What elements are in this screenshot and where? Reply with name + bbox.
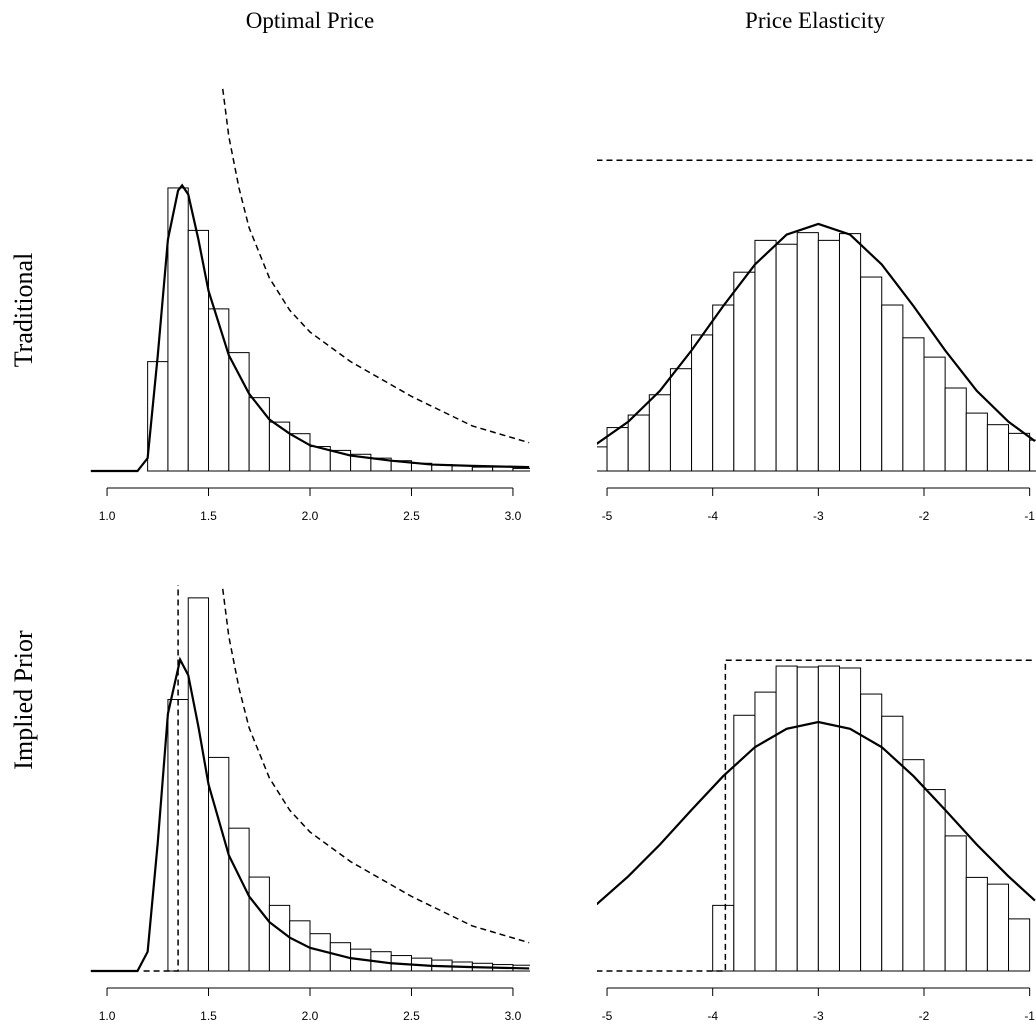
bar — [208, 756, 230, 972]
bar — [965, 412, 988, 472]
bar — [986, 883, 1010, 972]
x-tick-label: 2.0 — [302, 1009, 319, 1023]
x-tick-label: 1.0 — [99, 509, 116, 523]
bar — [838, 667, 862, 972]
bar — [208, 308, 230, 472]
bar — [648, 394, 671, 472]
density-curve — [90, 656, 530, 973]
bar — [881, 715, 904, 972]
bar — [1008, 918, 1031, 972]
bar — [1008, 432, 1031, 472]
bar — [228, 827, 250, 972]
x-tick-label: 2.0 — [302, 509, 319, 523]
x-tick-label: 1.5 — [200, 1009, 217, 1023]
panel — [597, 159, 1036, 472]
bar — [902, 759, 925, 972]
bar — [775, 665, 798, 972]
panel — [597, 659, 1036, 972]
x-tick-label: 1.0 — [99, 1009, 116, 1023]
density-curve — [597, 720, 1036, 906]
bar — [691, 334, 714, 472]
bar — [471, 466, 494, 472]
bar — [669, 368, 693, 472]
density-curve — [597, 222, 1036, 445]
x-tick-label: 2.5 — [403, 509, 420, 523]
bar — [796, 232, 819, 472]
bar — [944, 835, 967, 972]
density-curve — [90, 183, 530, 473]
column-title: Optimal Price — [246, 8, 374, 33]
row-label: Traditional — [9, 253, 38, 368]
x-tick-label: 3.0 — [505, 509, 522, 523]
bar — [817, 239, 840, 472]
bar — [902, 337, 925, 472]
x-tick-label: -2 — [919, 1009, 930, 1023]
bar — [268, 421, 291, 472]
bar — [228, 352, 250, 472]
x-tick-label: -2 — [919, 509, 930, 523]
bar — [923, 356, 946, 472]
bar — [512, 467, 530, 472]
bar — [268, 904, 291, 972]
panel — [90, 585, 530, 973]
bar — [754, 239, 777, 472]
bar — [597, 446, 608, 472]
bar — [754, 691, 777, 972]
x-tick-label: -3 — [813, 1009, 824, 1023]
bar — [187, 597, 210, 972]
x-tick-label: -4 — [707, 509, 718, 523]
bar — [965, 876, 988, 972]
bar — [712, 304, 735, 472]
bar — [923, 789, 946, 972]
x-tick-label: 1.5 — [200, 509, 217, 523]
bar — [860, 276, 883, 472]
bar — [733, 271, 756, 472]
bar — [248, 876, 270, 972]
dashed-curve — [143, 585, 530, 972]
bar — [944, 387, 967, 472]
x-tick-label: -3 — [813, 509, 824, 523]
x-tick-label: 3.0 — [505, 1009, 522, 1023]
bar — [248, 397, 270, 472]
x-tick-label: -4 — [707, 1009, 718, 1023]
bar — [881, 304, 904, 472]
dashed-curve — [221, 88, 530, 444]
bar — [986, 424, 1010, 472]
bar — [796, 666, 819, 972]
dashed-curve — [597, 659, 1035, 972]
bar — [775, 243, 798, 472]
bar — [187, 229, 210, 472]
bar — [712, 904, 735, 972]
x-tick-label: -5 — [602, 509, 613, 523]
bar — [627, 414, 650, 472]
row-label: Implied Prior — [9, 630, 38, 770]
column-title: Price Elasticity — [745, 8, 885, 33]
bar — [817, 665, 840, 972]
bar — [1029, 439, 1036, 472]
bar — [838, 233, 862, 472]
x-tick-label: 2.5 — [403, 1009, 420, 1023]
bar — [167, 187, 189, 472]
bar — [733, 714, 756, 972]
panel — [90, 88, 530, 473]
x-tick-label: -5 — [602, 1009, 613, 1023]
x-tick-label: -1 — [1024, 1009, 1035, 1023]
x-tick-label: -1 — [1024, 509, 1035, 523]
